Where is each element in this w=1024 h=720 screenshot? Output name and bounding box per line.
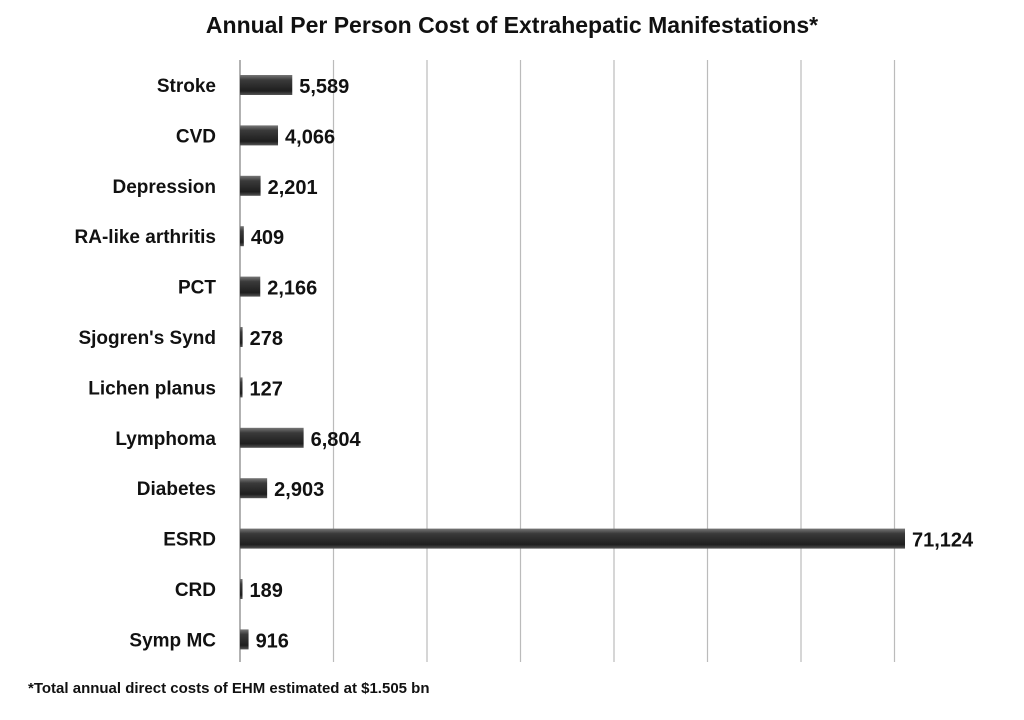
- bar: [240, 226, 244, 247]
- bar: [240, 276, 261, 297]
- value-label: 6,804: [311, 429, 362, 451]
- category-label: RA-like arthritis: [75, 227, 216, 248]
- category-label: Stroke: [157, 76, 216, 97]
- category-label: Lymphoma: [115, 429, 216, 450]
- value-label: 2,201: [268, 177, 318, 199]
- footnote: *Total annual direct costs of EHM estima…: [28, 680, 430, 697]
- value-label: 4,066: [285, 126, 335, 148]
- value-label: 2,903: [274, 479, 324, 501]
- bar: [240, 478, 268, 499]
- category-label: CVD: [176, 126, 216, 147]
- bar: [240, 327, 243, 347]
- category-label: Diabetes: [137, 479, 216, 500]
- chart-title: Annual Per Person Cost of Extrahepatic M…: [205, 12, 819, 38]
- category-label: Symp MC: [129, 630, 216, 651]
- category-label: Sjogren's Synd: [78, 328, 216, 349]
- bar: [240, 175, 261, 196]
- value-label: 916: [256, 630, 289, 652]
- bar: [240, 125, 279, 146]
- category-label: Depression: [113, 177, 216, 198]
- bar: [240, 427, 304, 448]
- value-label: 5,589: [299, 76, 349, 98]
- bar: [240, 377, 243, 398]
- bar: [240, 629, 249, 650]
- value-label: 2,166: [267, 278, 317, 300]
- bar: [240, 579, 243, 599]
- value-label: 278: [250, 328, 283, 350]
- category-label: Lichen planus: [88, 378, 216, 399]
- value-label: 409: [251, 227, 284, 249]
- value-label: 189: [250, 580, 283, 602]
- value-label: 71,124: [912, 530, 974, 552]
- category-label: CRD: [175, 580, 216, 601]
- value-label: 127: [250, 378, 283, 400]
- category-label: PCT: [178, 278, 216, 299]
- bar: [240, 528, 906, 549]
- category-label: ESRD: [163, 530, 216, 551]
- bar: [240, 75, 293, 95]
